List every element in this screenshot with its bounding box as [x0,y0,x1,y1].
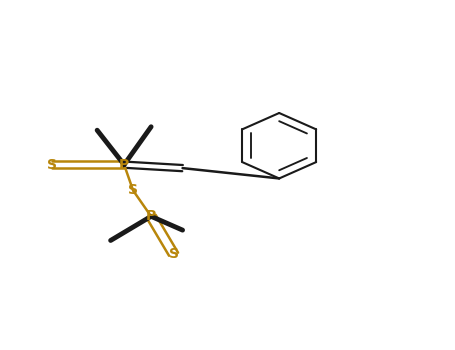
Text: S: S [168,247,178,261]
Text: P: P [146,209,156,223]
Text: P: P [119,158,129,172]
Text: S: S [47,158,57,172]
Text: S: S [128,183,138,197]
